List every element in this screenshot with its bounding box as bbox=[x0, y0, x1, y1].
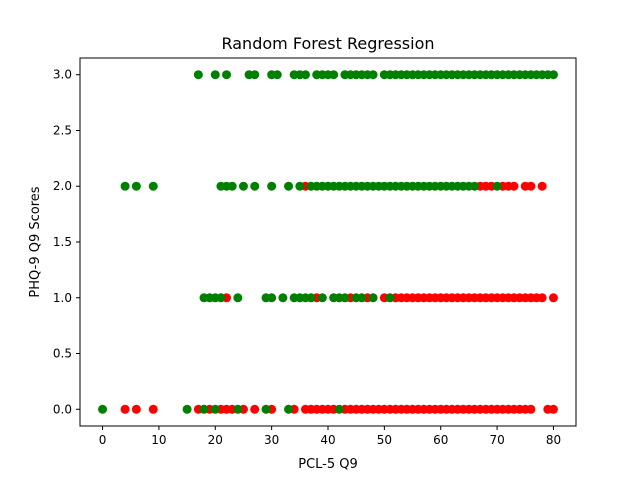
data-point-green bbox=[548, 70, 558, 80]
y-tick-label: 0.5 bbox=[53, 347, 72, 361]
data-point-green bbox=[295, 181, 305, 191]
data-point-green bbox=[233, 293, 243, 303]
data-point-green bbox=[131, 181, 141, 191]
data-point-red bbox=[526, 404, 536, 414]
data-point-green bbox=[385, 293, 395, 303]
data-point-red bbox=[148, 404, 158, 414]
x-tick-label: 40 bbox=[320, 433, 335, 447]
data-point-green bbox=[250, 70, 260, 80]
x-axis-label: PCL-5 Q9 bbox=[298, 457, 358, 472]
data-point-red bbox=[509, 181, 519, 191]
data-point-green bbox=[340, 293, 350, 303]
data-point-green bbox=[470, 181, 480, 191]
data-point-green bbox=[492, 181, 502, 191]
y-axis-ticks: 0.0 0.5 1.0 1.5 2.0 2.5 3.0 bbox=[53, 68, 80, 416]
data-point-green bbox=[368, 293, 378, 303]
data-point-green bbox=[222, 70, 232, 80]
data-point-green bbox=[210, 70, 220, 80]
x-tick-label: 10 bbox=[151, 433, 166, 447]
data-point-green bbox=[238, 181, 248, 191]
data-point-green bbox=[334, 404, 344, 414]
data-point-red bbox=[250, 404, 260, 414]
x-tick-label: 60 bbox=[433, 433, 448, 447]
data-point-green bbox=[267, 181, 277, 191]
x-tick-label: 70 bbox=[489, 433, 504, 447]
y-tick-label: 2.5 bbox=[53, 123, 72, 137]
x-tick-label: 30 bbox=[264, 433, 279, 447]
y-tick-label: 1.5 bbox=[53, 235, 72, 249]
data-point-green bbox=[329, 70, 339, 80]
x-tick-label: 80 bbox=[546, 433, 561, 447]
data-point-green bbox=[233, 404, 243, 414]
data-point-green bbox=[306, 293, 316, 303]
data-point-green bbox=[300, 70, 310, 80]
y-axis-label: PHQ-9 Q9 Scores bbox=[28, 186, 43, 297]
y-tick-label: 0.0 bbox=[53, 402, 72, 416]
data-point-green bbox=[199, 404, 209, 414]
data-point-green bbox=[210, 404, 220, 414]
data-point-green bbox=[98, 404, 108, 414]
data-point-red bbox=[537, 181, 547, 191]
data-point-green bbox=[267, 293, 277, 303]
y-tick-label: 1.0 bbox=[53, 291, 72, 305]
x-tick-label: 50 bbox=[377, 433, 392, 447]
data-points bbox=[98, 70, 558, 414]
data-point-green bbox=[250, 181, 260, 191]
data-point-red bbox=[120, 404, 130, 414]
x-axis-ticks: 0 10 20 30 40 50 60 70 80 bbox=[99, 426, 561, 447]
data-point-red bbox=[526, 181, 536, 191]
data-point-green bbox=[120, 181, 130, 191]
data-point-red bbox=[131, 404, 141, 414]
data-point-green bbox=[261, 404, 271, 414]
data-point-green bbox=[317, 293, 327, 303]
data-point-green bbox=[193, 70, 203, 80]
data-point-green bbox=[148, 181, 158, 191]
data-point-green bbox=[216, 293, 226, 303]
data-point-red bbox=[548, 404, 558, 414]
y-tick-label: 2.0 bbox=[53, 179, 72, 193]
data-point-green bbox=[227, 181, 237, 191]
chart-title: Random Forest Regression bbox=[221, 34, 434, 53]
data-point-green bbox=[368, 70, 378, 80]
data-point-green bbox=[284, 404, 294, 414]
y-tick-label: 3.0 bbox=[53, 68, 72, 82]
data-point-green bbox=[357, 293, 367, 303]
data-point-green bbox=[182, 404, 192, 414]
x-tick-label: 0 bbox=[99, 433, 107, 447]
data-point-green bbox=[278, 293, 288, 303]
x-tick-label: 20 bbox=[208, 433, 223, 447]
data-point-green bbox=[284, 181, 294, 191]
data-point-green bbox=[272, 70, 282, 80]
data-point-red bbox=[548, 293, 558, 303]
data-point-red bbox=[537, 293, 547, 303]
